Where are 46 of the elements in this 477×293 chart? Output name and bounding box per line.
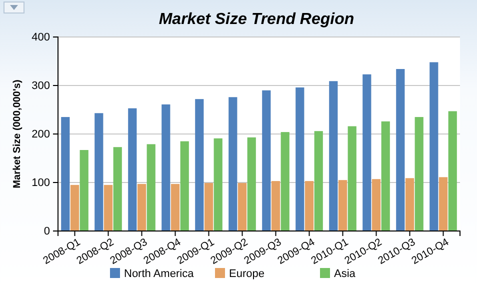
legend-label: Europe <box>229 268 264 280</box>
bar <box>162 104 170 231</box>
bar <box>414 117 424 231</box>
bar <box>204 182 214 231</box>
bar <box>280 132 290 231</box>
bar <box>228 97 238 231</box>
bar <box>61 117 70 231</box>
bar <box>348 126 356 231</box>
bar <box>262 90 271 231</box>
bar <box>405 178 414 231</box>
legend-label: North America <box>124 268 195 280</box>
bar <box>104 184 113 231</box>
bar <box>304 181 314 231</box>
y-axis-title: Market Size (000,000's) <box>12 80 23 188</box>
bar <box>113 147 122 231</box>
bar <box>94 113 104 231</box>
y-tick-label: 200 <box>32 128 50 141</box>
y-tick-label: 400 <box>32 32 50 44</box>
bar <box>247 137 256 231</box>
bar <box>372 179 381 231</box>
bar <box>438 177 448 231</box>
bar <box>80 150 88 231</box>
chart-title: Market Size Trend Region <box>158 11 354 28</box>
bar <box>448 111 457 231</box>
bar <box>195 99 204 231</box>
bar <box>329 81 338 231</box>
bar <box>238 182 247 231</box>
bar <box>180 141 189 231</box>
bar <box>214 138 222 231</box>
bar <box>271 181 280 231</box>
bar <box>381 121 390 231</box>
legend-label: Asia <box>334 268 356 280</box>
bar <box>314 131 323 231</box>
bar <box>362 74 372 231</box>
bar <box>430 62 438 231</box>
bar <box>137 184 146 231</box>
bar <box>170 184 180 231</box>
y-tick-label: 100 <box>32 177 50 190</box>
bar <box>146 144 156 231</box>
bar <box>70 184 80 231</box>
bar <box>396 69 405 231</box>
y-tick-label: 300 <box>32 80 50 92</box>
bar <box>296 87 304 231</box>
bar <box>338 180 348 231</box>
y-tick-label: 0 <box>44 226 50 238</box>
bar <box>128 108 137 231</box>
